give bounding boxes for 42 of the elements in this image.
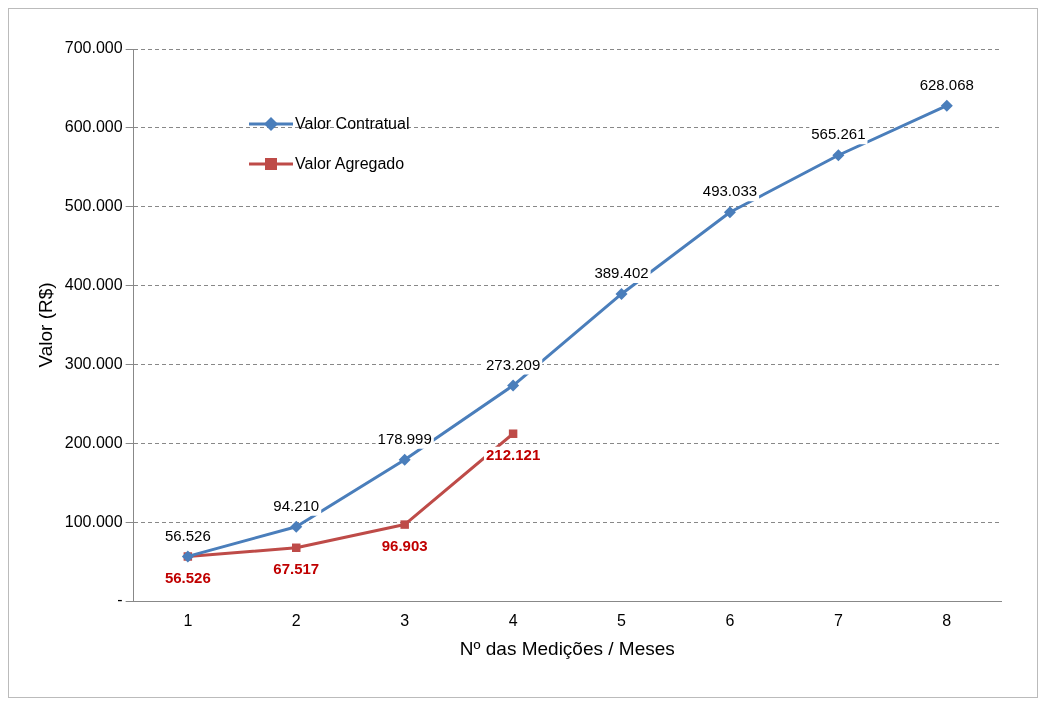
x-tick-label: 8 — [942, 612, 952, 630]
y-tick-label: 500.000 — [64, 197, 123, 215]
y-axis-title: Valor (R$) — [34, 282, 56, 368]
data-label: 493.033 — [702, 182, 758, 200]
y-tick-label: 100.000 — [64, 512, 123, 530]
x-tick-label: 7 — [833, 612, 843, 630]
data-label: 56.526 — [164, 568, 211, 586]
data-label: 212.121 — [485, 445, 541, 463]
data-label: 67.517 — [273, 559, 320, 577]
point — [723, 206, 736, 219]
x-tick-label: 6 — [725, 612, 735, 630]
x-tick-label: 2 — [291, 612, 301, 630]
legend-label: Valor Contratual — [295, 115, 410, 133]
data-label: 273.209 — [485, 355, 541, 373]
y-tick-label: 700.000 — [64, 39, 123, 57]
data-label: 628.068 — [919, 75, 974, 93]
point — [507, 379, 520, 392]
x-tick-label: 5 — [617, 612, 627, 630]
y-tick-label: 300.000 — [64, 354, 123, 372]
data-label: 565.261 — [811, 125, 866, 143]
point — [398, 453, 411, 466]
legend-label: Valor Agregado — [295, 155, 405, 173]
y-tick-label: 600.000 — [64, 118, 123, 136]
point — [615, 287, 628, 300]
point — [940, 99, 953, 112]
x-tick-label: 1 — [183, 612, 193, 630]
data-label: 56.526 — [164, 526, 211, 544]
y-tick-label: 400.000 — [64, 275, 123, 293]
x-tick-label: 4 — [508, 612, 518, 630]
data-label: 389.402 — [594, 264, 649, 282]
point — [832, 149, 845, 162]
point — [292, 543, 301, 552]
point — [290, 520, 303, 533]
data-label: 96.903 — [381, 536, 428, 554]
y-tick-label: - — [117, 591, 123, 609]
y-tick-label: 200.000 — [64, 433, 123, 451]
point — [508, 429, 518, 438]
point — [400, 520, 409, 529]
x-tick-label: 3 — [400, 612, 410, 630]
data-label: 94.210 — [273, 496, 320, 514]
data-label: 178.999 — [377, 429, 432, 447]
x-axis-title: Nº das Medições / Meses — [459, 637, 675, 659]
